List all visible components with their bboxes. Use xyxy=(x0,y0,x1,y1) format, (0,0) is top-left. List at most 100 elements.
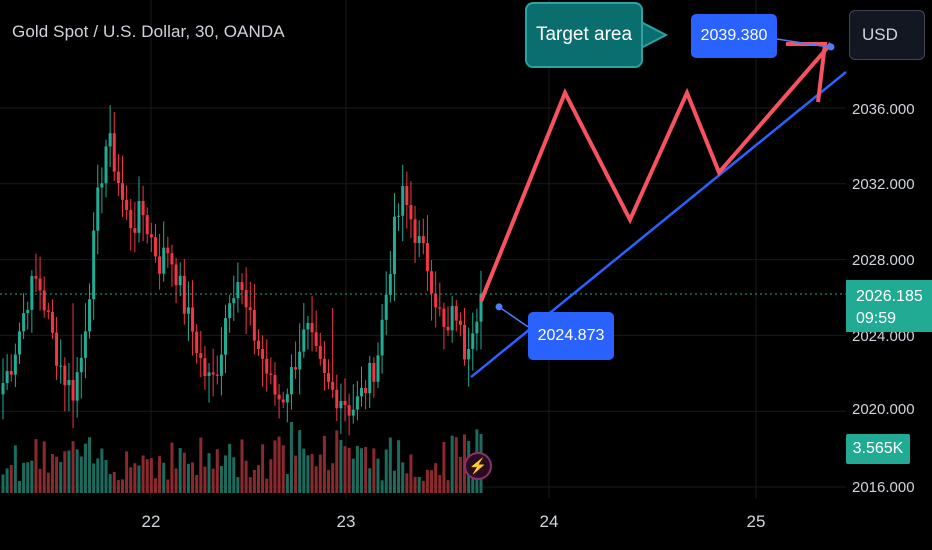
candle-body xyxy=(1,383,5,395)
volume-bar xyxy=(384,449,388,493)
callout-pointer xyxy=(640,20,669,50)
candle-body xyxy=(30,276,34,310)
volume-bar xyxy=(166,479,170,493)
volume-bar xyxy=(178,448,182,493)
target-area-callout[interactable]: Target area xyxy=(525,2,643,68)
volume-bar xyxy=(75,449,79,493)
candle-body xyxy=(430,271,434,294)
volume-bar xyxy=(413,476,417,493)
candle-body xyxy=(434,293,438,308)
candle-body xyxy=(55,332,59,366)
volume-bar xyxy=(442,441,446,493)
volume-bar xyxy=(446,480,450,493)
candle-body xyxy=(442,308,446,327)
volume-bar xyxy=(335,430,339,493)
y-tick-label: 2020.000 xyxy=(852,401,915,418)
currency-button[interactable]: USD xyxy=(849,10,925,60)
x-tick-label: 25 xyxy=(746,512,766,531)
candle-body xyxy=(421,236,425,244)
candle-body xyxy=(219,354,223,376)
candle-body xyxy=(306,323,310,330)
volume-bar xyxy=(351,458,355,493)
volume-bar xyxy=(125,451,129,493)
candle-body xyxy=(232,298,236,304)
candle-body xyxy=(339,400,343,409)
volume-bar xyxy=(195,474,199,493)
volume-bar xyxy=(26,462,30,493)
volume-bar xyxy=(331,463,335,493)
candle-body xyxy=(211,372,215,375)
volume-bar xyxy=(417,476,421,493)
candle-body xyxy=(116,171,120,184)
candle-body xyxy=(129,209,133,229)
volume-bar xyxy=(199,437,203,493)
last-price-tag: 2026.185 09:59 xyxy=(846,280,932,332)
candle-body xyxy=(425,243,429,272)
candle-body xyxy=(405,186,409,205)
candle-body xyxy=(178,275,182,286)
volume-bar xyxy=(92,463,96,493)
x-tick-label: 22 xyxy=(141,512,161,531)
candle-body xyxy=(335,389,339,409)
candle-body xyxy=(454,305,458,321)
volume-bar xyxy=(67,450,71,493)
volume-bar xyxy=(343,446,347,493)
volume-bar xyxy=(191,462,195,493)
volume-bar xyxy=(397,440,401,493)
volume-bar xyxy=(409,454,413,493)
target-price-label[interactable]: 2039.380 xyxy=(691,14,777,58)
candle-body xyxy=(285,394,289,403)
volume-bar xyxy=(236,477,240,493)
candle-body xyxy=(244,290,248,308)
volume-bar xyxy=(421,480,425,493)
volume-bar xyxy=(265,478,269,493)
flash-icon[interactable]: ⚡ xyxy=(464,452,492,480)
candle-body xyxy=(228,303,232,319)
volume-bar xyxy=(9,464,13,493)
volume-bar xyxy=(372,448,376,493)
volume-bar xyxy=(327,470,331,493)
target-area-text: Target area xyxy=(535,24,633,45)
candle-body xyxy=(310,323,314,333)
candle-body xyxy=(252,309,256,341)
candle-body xyxy=(67,379,71,386)
volume-bar xyxy=(203,466,207,493)
candle-body xyxy=(322,358,326,373)
entry-price-label[interactable]: 2024.873 xyxy=(528,312,614,360)
volume-bar xyxy=(380,480,384,493)
volume-bar xyxy=(322,435,326,493)
volume-bar xyxy=(30,460,34,493)
candle-body xyxy=(17,331,21,355)
candle-body xyxy=(88,299,92,332)
candle-body xyxy=(170,253,174,265)
volume-bar xyxy=(96,458,100,493)
candle-body xyxy=(318,345,322,359)
volume-bar xyxy=(232,457,236,493)
candle-body xyxy=(174,264,178,286)
volume-tag: 3.565K xyxy=(846,434,910,464)
volume-bar xyxy=(1,474,5,493)
candle-body xyxy=(38,278,42,291)
volume-bar xyxy=(368,468,372,493)
candle-body xyxy=(261,348,265,359)
volume-bar xyxy=(219,465,223,493)
candle-body xyxy=(360,387,363,397)
candle-body xyxy=(92,230,96,300)
candle-body xyxy=(368,362,372,394)
volume-bar xyxy=(215,449,219,493)
candle-body xyxy=(112,133,116,172)
bar-countdown: 09:59 xyxy=(856,310,897,327)
candle-body xyxy=(298,351,302,370)
volume-bar xyxy=(88,437,92,493)
last-price-value: 2026.185 xyxy=(856,288,923,305)
candle-body xyxy=(96,187,100,231)
candle-body xyxy=(409,204,413,220)
candle-body xyxy=(59,365,63,367)
volume-bar xyxy=(298,430,302,493)
candle-body xyxy=(34,276,38,279)
candle-body xyxy=(162,247,166,274)
candle-body xyxy=(137,200,141,233)
candle-body xyxy=(401,186,405,216)
y-tick-label: 2032.000 xyxy=(852,176,915,193)
